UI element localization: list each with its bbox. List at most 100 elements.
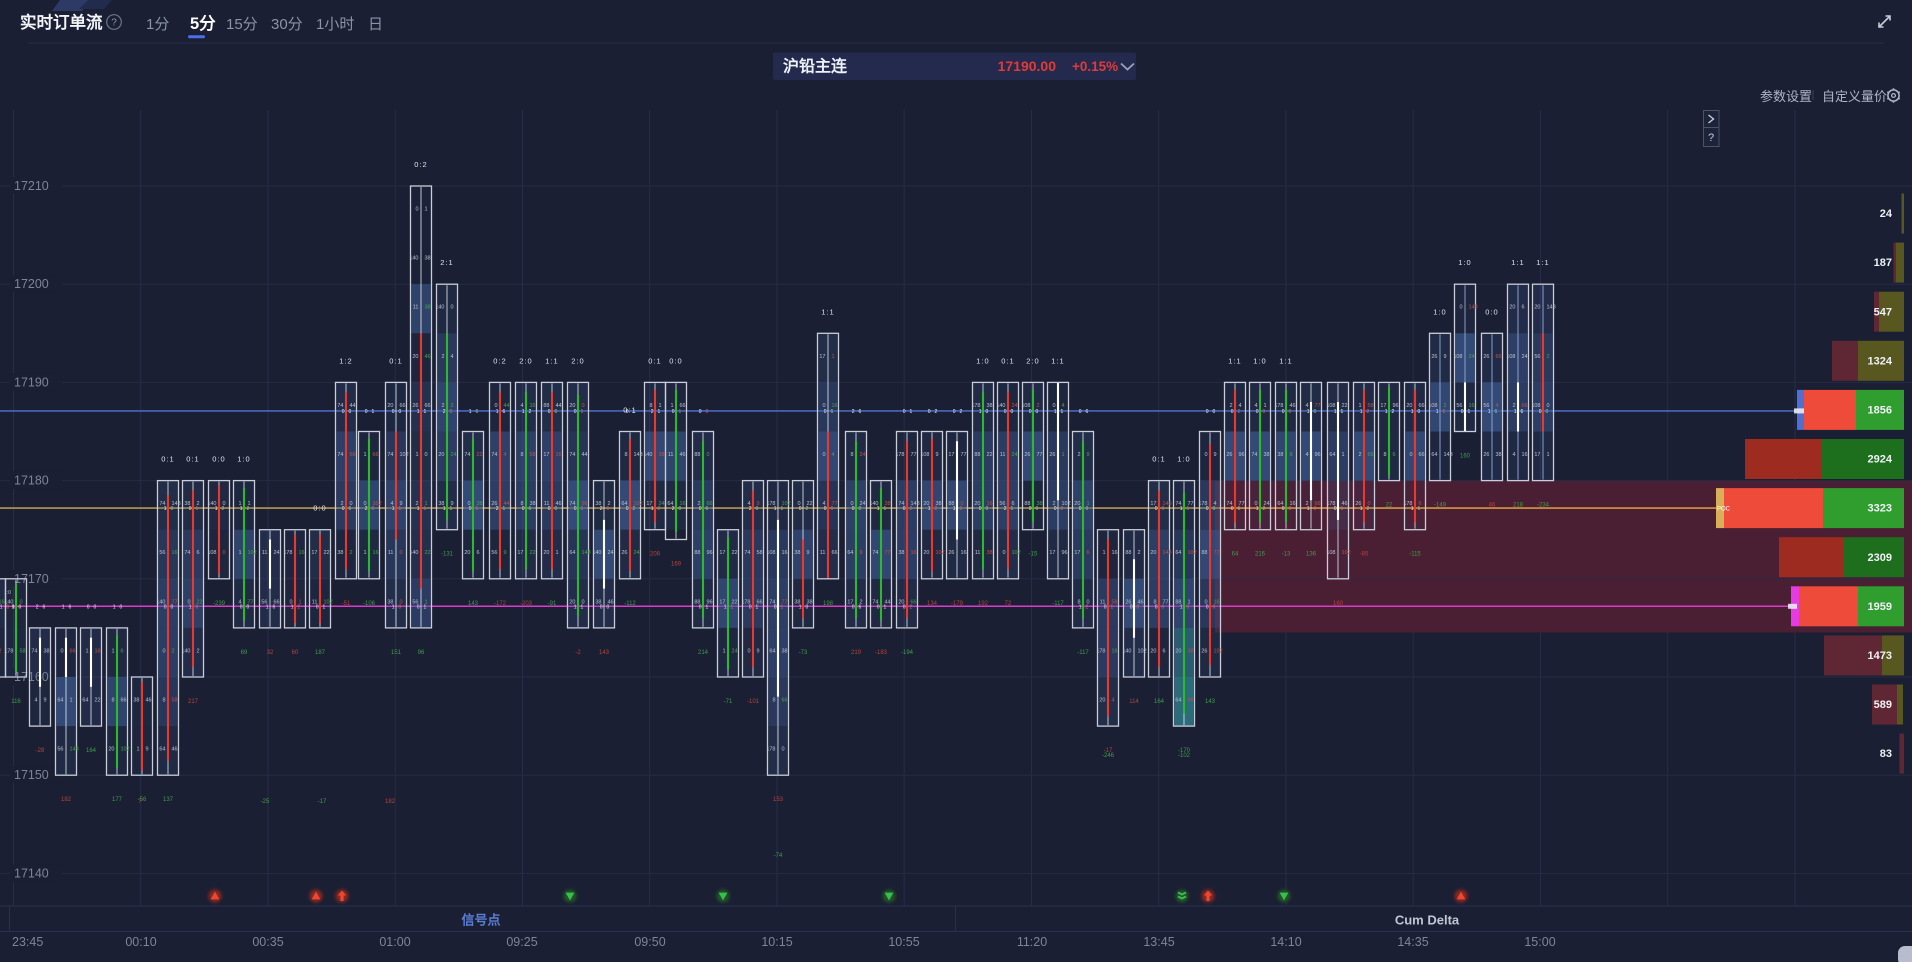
svg-text:0: 0	[1029, 409, 1032, 415]
svg-text:0: 0	[1036, 409, 1039, 415]
svg-text:148: 148	[1163, 501, 1172, 507]
svg-text:38: 38	[1496, 452, 1502, 458]
svg-text:66: 66	[1419, 452, 1425, 458]
svg-text:0: 0	[1079, 506, 1082, 512]
svg-text:6: 6	[831, 506, 834, 512]
svg-text:589: 589	[1874, 699, 1892, 711]
svg-text:-203: -203	[520, 601, 533, 607]
svg-text:102: 102	[324, 599, 333, 605]
svg-text:38: 38	[782, 648, 788, 654]
svg-text:-131: -131	[441, 552, 454, 558]
svg-text:-13: -13	[1282, 552, 1291, 558]
svg-text:64: 64	[82, 698, 88, 704]
svg-text:1: 1	[189, 604, 192, 610]
svg-text:2:0: 2:0	[571, 356, 584, 365]
svg-text:2: 2	[441, 403, 444, 409]
svg-text:102: 102	[1138, 648, 1147, 654]
svg-text:2: 2	[197, 648, 200, 654]
svg-text:140: 140	[181, 648, 190, 654]
svg-text:16: 16	[1290, 501, 1296, 507]
svg-text:0: 0	[1130, 604, 1133, 610]
svg-text:16: 16	[172, 550, 178, 556]
svg-text:153: 153	[773, 797, 784, 803]
svg-text:11: 11	[975, 550, 981, 556]
svg-text:1: 1	[238, 501, 241, 507]
svg-text:66: 66	[373, 452, 379, 458]
svg-text:9: 9	[44, 698, 47, 704]
svg-text:38: 38	[438, 501, 444, 507]
svg-text:1: 1	[581, 506, 584, 512]
svg-text:64: 64	[57, 698, 63, 704]
svg-text:102: 102	[1062, 501, 1071, 507]
svg-text:2: 2	[697, 501, 700, 507]
svg-text:0:1: 0:1	[389, 356, 402, 365]
svg-text:1: 1	[1087, 501, 1090, 507]
svg-text:11: 11	[388, 550, 394, 556]
svg-text:0: 0	[903, 409, 906, 415]
svg-text:102: 102	[1188, 550, 1197, 556]
svg-text:1: 1	[651, 506, 654, 512]
svg-text:140: 140	[207, 501, 216, 507]
svg-text:9: 9	[860, 550, 863, 556]
svg-text:1: 1	[1358, 403, 1361, 409]
svg-text:17180: 17180	[14, 474, 49, 488]
svg-text:2: 2	[1037, 403, 1040, 409]
svg-text:6: 6	[1012, 501, 1015, 507]
svg-text:1: 1	[392, 506, 395, 512]
svg-text:24: 24	[1264, 501, 1270, 507]
svg-text:1: 1	[417, 409, 420, 415]
svg-text:108: 108	[1453, 354, 1462, 360]
svg-text:17: 17	[948, 452, 954, 458]
svg-text:9: 9	[400, 501, 403, 507]
svg-text:01:00: 01:00	[379, 935, 410, 949]
svg-text:6: 6	[529, 506, 532, 512]
svg-text:6: 6	[1393, 452, 1396, 458]
svg-text:17: 17	[1074, 550, 1080, 556]
svg-text:6: 6	[1522, 305, 1525, 311]
svg-text:2: 2	[1444, 403, 1447, 409]
svg-text:88: 88	[948, 501, 954, 507]
svg-text:16: 16	[0, 599, 5, 605]
svg-text:74: 74	[872, 599, 878, 605]
svg-text:0: 0	[1036, 506, 1039, 512]
svg-text:66: 66	[70, 648, 76, 654]
svg-text:38: 38	[1037, 501, 1043, 507]
svg-text:46: 46	[1489, 503, 1496, 509]
svg-text:96: 96	[418, 650, 425, 656]
svg-text:0:1: 0:1	[1152, 455, 1165, 464]
svg-text:2: 2	[1547, 354, 1550, 360]
svg-text:9: 9	[1444, 354, 1447, 360]
svg-text:46: 46	[680, 452, 686, 458]
svg-text:0: 0	[342, 506, 345, 512]
svg-text:2: 2	[247, 506, 250, 512]
svg-text:-101: -101	[747, 699, 760, 705]
svg-text:-170: -170	[1178, 748, 1191, 754]
svg-text:96: 96	[1393, 403, 1399, 409]
svg-text:4: 4	[238, 599, 241, 605]
svg-text:64: 64	[847, 550, 853, 556]
svg-text:1:1: 1:1	[821, 307, 834, 316]
svg-text:26: 26	[1226, 452, 1232, 458]
svg-text:0: 0	[699, 604, 702, 610]
svg-text:1小时: 1小时	[316, 16, 354, 33]
svg-text:1: 1	[85, 648, 88, 654]
svg-text:0:1: 0:1	[623, 406, 636, 415]
svg-text:9: 9	[451, 501, 454, 507]
svg-text:2:1: 2:1	[440, 258, 453, 267]
svg-text:20: 20	[974, 501, 980, 507]
svg-text:1: 1	[424, 409, 427, 415]
svg-text:6: 6	[121, 648, 124, 654]
svg-text:-112: -112	[624, 601, 636, 607]
svg-text:-2: -2	[575, 650, 581, 656]
svg-text:0: 0	[607, 604, 610, 610]
svg-text:1: 1	[1488, 409, 1491, 415]
svg-text:217: 217	[188, 699, 199, 705]
svg-text:10:55: 10:55	[888, 935, 919, 949]
svg-text:1:1: 1:1	[1228, 356, 1241, 365]
svg-text:0: 0	[626, 506, 629, 512]
svg-text:0: 0	[392, 409, 395, 415]
svg-text:6: 6	[477, 550, 480, 556]
svg-text:102: 102	[400, 452, 409, 458]
svg-text:46: 46	[1138, 599, 1144, 605]
svg-text:6: 6	[69, 604, 72, 610]
